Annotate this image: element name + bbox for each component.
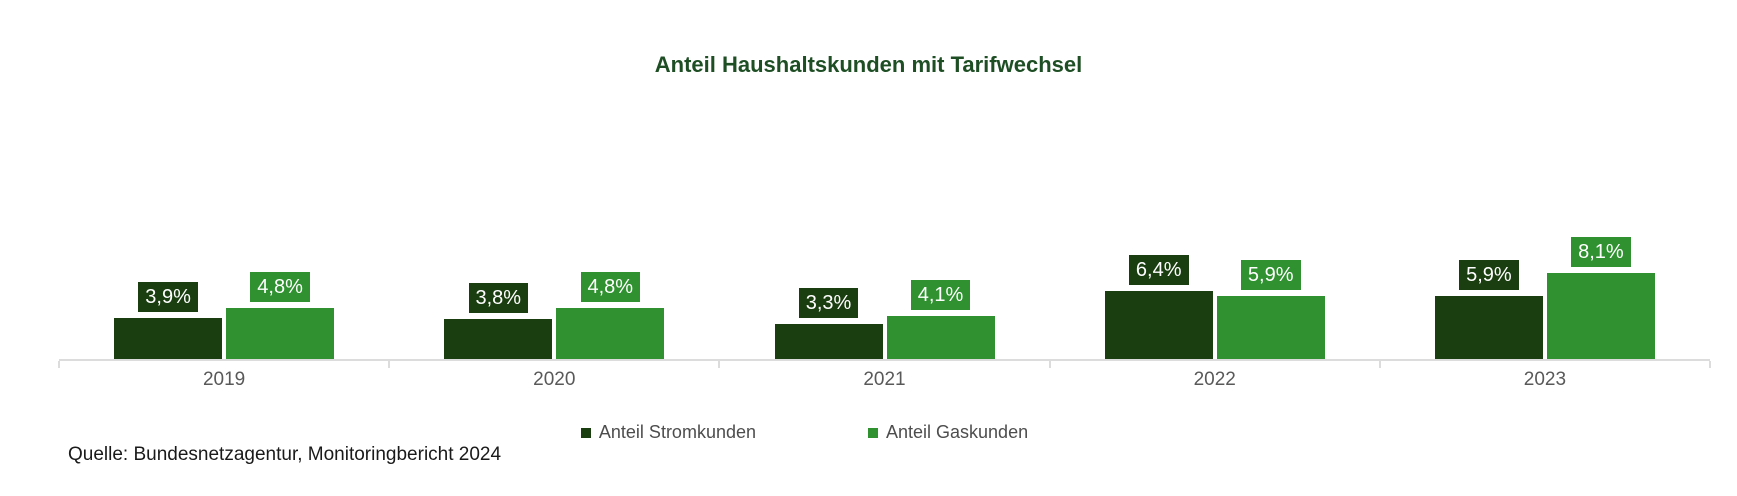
bar-anteil-gaskunden-2022 xyxy=(1216,296,1325,359)
x-axis-label-2022: 2022 xyxy=(1193,369,1236,390)
x-axis-label-2023: 2023 xyxy=(1523,369,1567,390)
bar-group-2019: 3,9% 4,8% xyxy=(59,0,389,359)
bar-column-anteil-gaskunden-2020: 4,8% xyxy=(556,272,665,359)
x-axis-labels: 2019 2020 2021 2022 2023 xyxy=(59,369,1710,391)
x-axis-tick xyxy=(388,361,391,368)
value-label-anteil-stromkunden-2021: 3,3% xyxy=(798,288,859,318)
value-label-anteil-gaskunden-2023: 8,1% xyxy=(1571,237,1631,267)
chart-title: Anteil Haushaltskunden mit Tarifwechsel xyxy=(654,52,1083,77)
x-axis-tick xyxy=(1709,361,1711,368)
x-axis-label-2021: 2021 xyxy=(863,369,906,390)
bar-group-2022: 6,4% 5,9% xyxy=(1050,0,1380,359)
bar-anteil-gaskunden-2020 xyxy=(556,308,665,359)
legend: Anteil Stromkunden Anteil Gaskunden xyxy=(0,422,1673,443)
value-label-anteil-gaskunden-2021: 4,1% xyxy=(910,280,971,310)
bar-column-anteil-gaskunden-2022: 5,9% xyxy=(1216,260,1325,359)
value-label-anteil-gaskunden-2020: 4,8% xyxy=(580,272,641,302)
legend-marker-icon xyxy=(580,427,591,438)
bar-column-anteil-gaskunden-2023: 8,1% xyxy=(1546,237,1655,359)
value-label-anteil-stromkunden-2023: 5,9% xyxy=(1459,260,1519,290)
legend-label: Anteil Gaskunden xyxy=(886,422,1029,442)
bar-anteil-stromkunden-2023 xyxy=(1434,296,1543,359)
bar-column-anteil-gaskunden-2021: 4,1% xyxy=(886,280,995,359)
bar-group-2023: 5,9% 8,1% xyxy=(1380,0,1710,359)
bar-column-anteil-stromkunden-2021: 3,3% xyxy=(774,288,883,359)
x-axis-tick xyxy=(58,361,60,368)
value-label-anteil-gaskunden-2022: 5,9% xyxy=(1240,260,1301,290)
bar-column-anteil-gaskunden-2019: 4,8% xyxy=(226,272,335,359)
value-label-anteil-stromkunden-2019: 3,9% xyxy=(138,282,198,312)
x-axis-label-2019: 2019 xyxy=(202,369,246,390)
x-axis-tick xyxy=(718,361,721,368)
bar-anteil-stromkunden-2021 xyxy=(774,324,883,359)
bar-anteil-gaskunden-2021 xyxy=(886,316,995,359)
bar-anteil-gaskunden-2019 xyxy=(226,308,335,359)
source-attribution: Quelle: Bundesnetzagentur, Monitoringber… xyxy=(68,444,502,465)
value-label-anteil-stromkunden-2022: 6,4% xyxy=(1128,255,1189,285)
legend-item-anteil-stromkunden: Anteil Stromkunden xyxy=(580,422,756,443)
x-axis-tick xyxy=(1378,361,1381,368)
bar-column-anteil-stromkunden-2022: 6,4% xyxy=(1104,255,1213,359)
legend-item-anteil-gaskunden: Anteil Gaskunden xyxy=(868,422,1028,443)
legend-marker-icon xyxy=(868,427,878,438)
plot-area: 3,9% 4,8% 3,8% 4,8% 3,3% 4,1% 6,4% 5,9% 5,9% 8,1% xyxy=(59,0,1710,359)
bar-anteil-gaskunden-2023 xyxy=(1546,273,1655,359)
bar-anteil-stromkunden-2022 xyxy=(1104,291,1213,359)
x-axis-tick xyxy=(1048,361,1051,368)
bar-column-anteil-stromkunden-2019: 3,9% xyxy=(114,282,223,359)
bar-group-2020: 3,8% 4,8% xyxy=(389,0,719,359)
value-label-anteil-gaskunden-2019: 4,8% xyxy=(250,272,310,302)
x-axis-line xyxy=(58,359,1711,368)
legend-label: Anteil Stromkunden xyxy=(598,422,756,442)
bar-anteil-stromkunden-2019 xyxy=(114,318,223,359)
bar-column-anteil-stromkunden-2023: 5,9% xyxy=(1434,260,1543,359)
bar-column-anteil-stromkunden-2020: 3,8% xyxy=(444,283,553,359)
bar-group-2021: 3,3% 4,1% xyxy=(719,0,1049,359)
x-axis-label-2020: 2020 xyxy=(533,369,576,390)
value-label-anteil-stromkunden-2020: 3,8% xyxy=(468,283,529,313)
bar-anteil-stromkunden-2020 xyxy=(444,319,553,359)
